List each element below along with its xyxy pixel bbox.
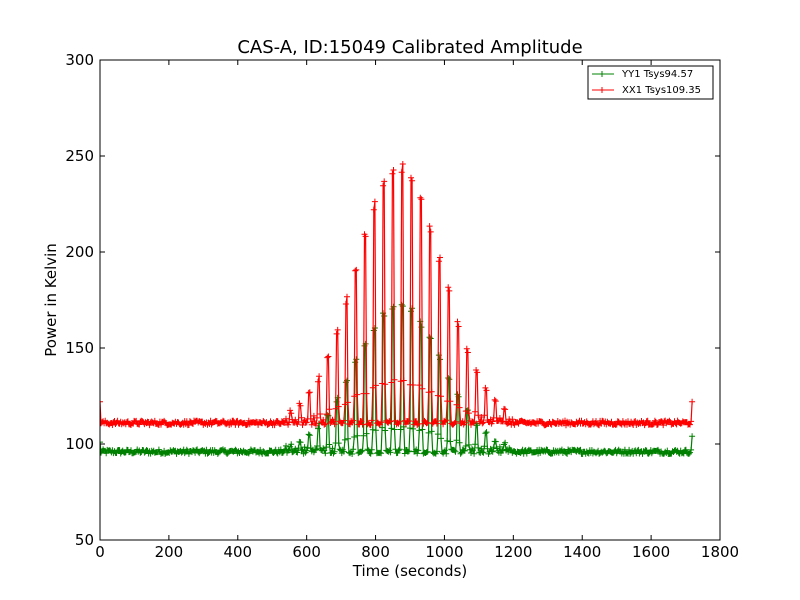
y-tick-label-0: 50 <box>75 531 94 549</box>
series-markers-1 <box>100 161 696 429</box>
series-markers-0 <box>100 301 696 457</box>
chart-title: CAS-A, ID:15049 Calibrated Amplitude <box>237 37 582 58</box>
x-tick-label-1: 200 <box>155 543 184 561</box>
x-tick-label-3: 600 <box>292 543 321 561</box>
plot-frame <box>99 59 721 541</box>
x-tick-label-8: 1600 <box>632 543 670 561</box>
x-axis-label: Time (seconds) <box>352 562 468 580</box>
y-tick-label-5: 300 <box>65 51 94 69</box>
legend-marker-yy1 <box>599 71 605 77</box>
y-tick-label-1: 100 <box>65 435 94 453</box>
x-tick-label-6: 1200 <box>494 543 532 561</box>
series-layer <box>100 161 696 457</box>
series-1 <box>100 161 696 429</box>
x-tick-label-2: 400 <box>223 543 252 561</box>
x-tick-label-7: 1400 <box>563 543 601 561</box>
x-tick-label-0: 0 <box>95 543 105 561</box>
legend-label-xx1: XX1 Tsys109.35 <box>622 85 701 96</box>
x-tick-label-5: 1000 <box>425 543 463 561</box>
legend: YY1 Tsys94.57 XX1 Tsys109.35 <box>587 65 714 100</box>
y-tick-label-3: 200 <box>65 243 94 261</box>
y-tick-label-4: 250 <box>65 147 94 165</box>
ticks-layer: 0 200 400 600 800 1000 1200 1400 1600 1800 50 100 15… <box>65 51 739 561</box>
x-tick-label-9: 1800 <box>701 543 739 561</box>
y-axis-label: Power in Kelvin <box>42 243 60 357</box>
legend-marker-xx1 <box>599 87 605 93</box>
legend-box <box>587 65 714 100</box>
x-tick-label-4: 800 <box>361 543 390 561</box>
y-tick-label-2: 150 <box>65 339 94 357</box>
series-0 <box>100 301 696 457</box>
legend-label-yy1: YY1 Tsys94.57 <box>621 69 693 80</box>
